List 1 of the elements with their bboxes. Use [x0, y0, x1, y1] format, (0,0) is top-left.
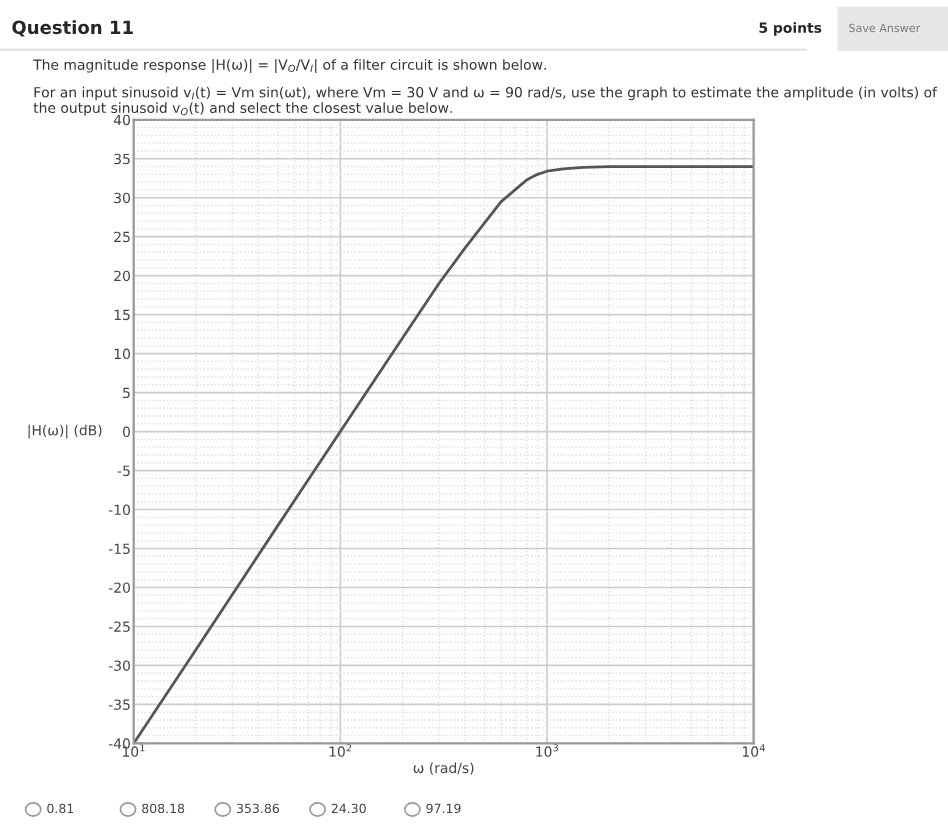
chart-title: Question 11: [12, 20, 133, 37]
